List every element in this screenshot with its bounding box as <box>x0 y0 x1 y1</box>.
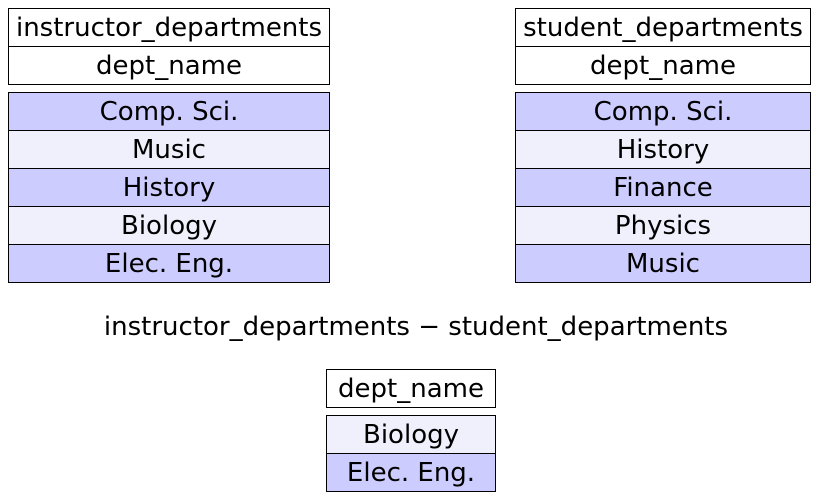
table-row: Music <box>515 244 811 283</box>
table-row: Comp. Sci. <box>8 92 330 131</box>
column-header: dept_name <box>8 46 330 85</box>
column-header: dept_name <box>515 46 811 85</box>
table-title: student_departments <box>515 8 811 47</box>
table-row: History <box>515 130 811 169</box>
instructor-departments-table: instructor_departments dept_name Comp. S… <box>8 8 330 283</box>
table-row: Music <box>8 130 330 169</box>
table-row: Biology <box>326 415 496 454</box>
result-table: dept_name Biology Elec. Eng. <box>326 369 496 492</box>
table-row: Elec. Eng. <box>326 453 496 492</box>
student-departments-table: student_departments dept_name Comp. Sci.… <box>515 8 811 283</box>
table-row: Finance <box>515 168 811 207</box>
table-title: instructor_departments <box>8 8 330 47</box>
column-header: dept_name <box>326 369 496 408</box>
set-difference-expression: instructor_departments − student_departm… <box>103 312 729 342</box>
table-row: Physics <box>515 206 811 245</box>
table-row: Comp. Sci. <box>515 92 811 131</box>
table-row: History <box>8 168 330 207</box>
table-row: Biology <box>8 206 330 245</box>
table-row: Elec. Eng. <box>8 244 330 283</box>
